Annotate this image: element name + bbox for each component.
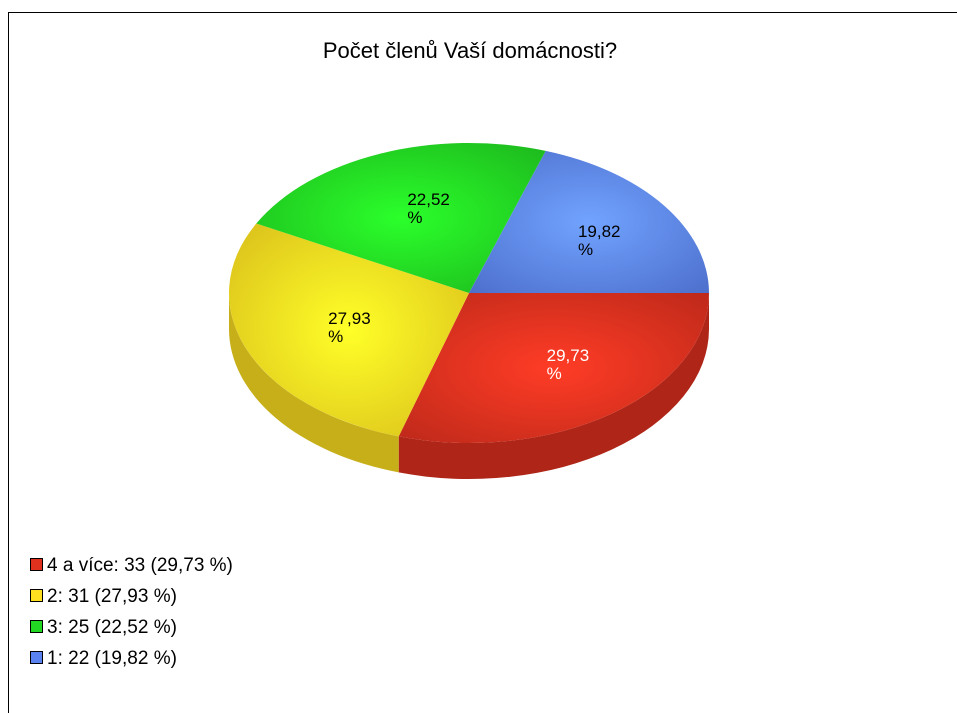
- legend-label: 3: 25 (22,52 %): [47, 617, 177, 638]
- pie-slice: [469, 150, 709, 293]
- pie-side: [229, 293, 399, 473]
- value-label: 29,73 %: [546, 347, 590, 384]
- pie-slice: [228, 223, 469, 437]
- legend-label: 1: 22 (19,82 %): [47, 648, 177, 669]
- value-label-box: 29,73 %: [546, 347, 590, 384]
- value-label-box: 19,82 %: [577, 222, 621, 259]
- pie-slice: [398, 293, 709, 443]
- legend-swatch: [30, 651, 43, 664]
- legend-swatch: [30, 558, 43, 571]
- legend-label: 4 a více: 33 (29,73 %): [47, 555, 233, 576]
- value-label: 27,93 %: [328, 309, 371, 346]
- pie-slice: [256, 142, 546, 293]
- chart-title: Počet členů Vaší domácnosti?: [323, 38, 617, 63]
- legend-label: 2: 31 (27,93 %): [47, 586, 177, 607]
- legend-swatch: [30, 589, 43, 602]
- value-label-box: 22,52 %: [407, 191, 450, 228]
- value-label: 19,82 %: [577, 222, 621, 259]
- pie-side: [398, 293, 709, 479]
- value-label: 22,52 %: [407, 191, 450, 228]
- legend-swatch: [30, 620, 43, 633]
- value-label-box: 27,93 %: [328, 309, 371, 346]
